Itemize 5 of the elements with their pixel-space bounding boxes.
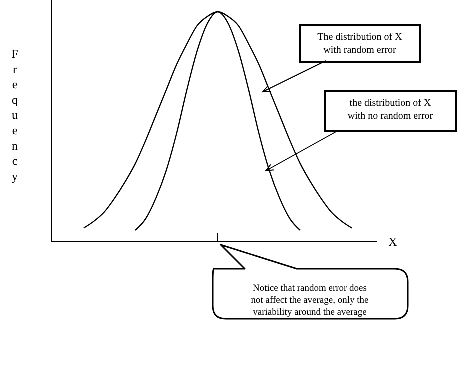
text: Frequency [12,47,18,184]
text: Notice that random error does not affect the average, only the variability around the average [251,284,369,318]
annotation: The distribution of X with random error [318,32,404,56]
x-axis-title: X [388,235,398,249]
annotation: the distribution of X with no random error [348,98,434,122]
